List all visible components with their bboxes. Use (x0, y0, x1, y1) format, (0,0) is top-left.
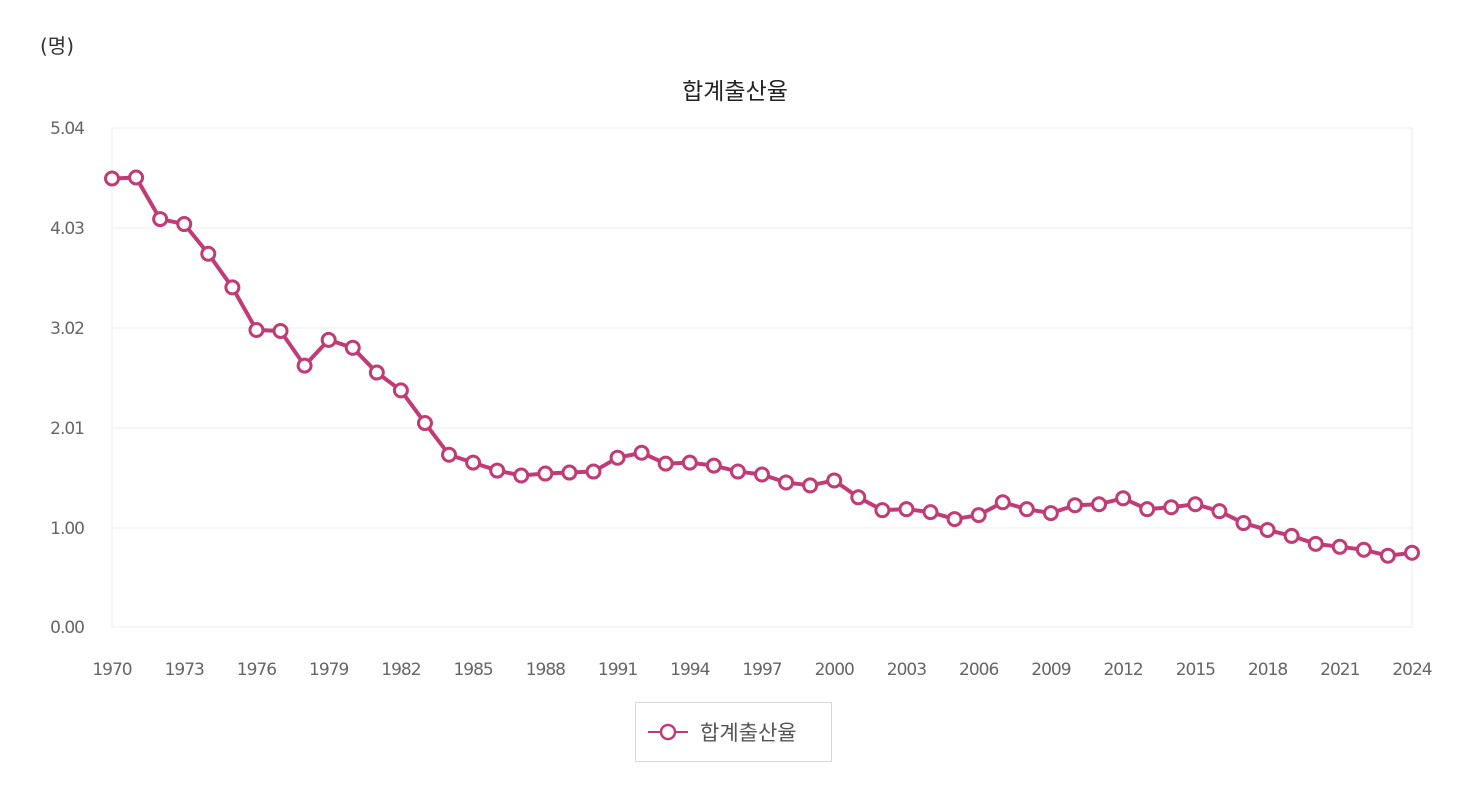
data-point (970, 507, 987, 524)
unit-label: (명) (40, 34, 75, 58)
data-point (922, 504, 939, 521)
y-tick-label: 0.00 (50, 618, 84, 638)
x-tick-label: 1994 (670, 660, 709, 680)
data-point (1042, 505, 1059, 522)
data-point (513, 467, 530, 484)
data-point (705, 457, 722, 474)
data-point (1091, 496, 1108, 513)
data-point (994, 494, 1011, 511)
data-point (874, 502, 891, 519)
legend-marker-icon (648, 723, 688, 741)
x-tick-label: 1976 (237, 660, 276, 680)
data-point (1115, 490, 1132, 507)
data-point (754, 466, 770, 483)
data-point (320, 331, 337, 348)
x-tick-label: 2018 (1248, 660, 1287, 680)
data-point (128, 169, 145, 186)
data-point (778, 474, 795, 491)
data-point (585, 463, 602, 480)
data-point (681, 454, 698, 471)
data-point (1235, 515, 1252, 532)
x-tick-label: 1985 (453, 660, 492, 680)
x-tick-label: 2003 (887, 660, 926, 680)
y-tick-label: 5.04 (50, 119, 84, 139)
data-point (1331, 538, 1348, 555)
x-tick-label: 2009 (1031, 660, 1070, 680)
data-point (946, 511, 963, 528)
data-point (152, 211, 169, 228)
data-point (1187, 496, 1204, 513)
y-tick-label: 4.03 (50, 219, 84, 239)
data-point (633, 444, 650, 461)
y-tick-label: 3.02 (50, 319, 84, 339)
x-tick-label: 1973 (165, 660, 204, 680)
x-tick-label: 1982 (381, 660, 420, 680)
data-point (344, 339, 361, 356)
data-point (1379, 547, 1396, 564)
data-point (465, 454, 482, 471)
x-tick-label: 2021 (1320, 660, 1359, 680)
data-point (1404, 544, 1420, 561)
data-point (802, 477, 819, 494)
data-point (296, 357, 313, 374)
data-point (537, 465, 554, 482)
data-point (489, 462, 506, 479)
data-point (416, 415, 433, 432)
data-point (200, 245, 217, 262)
data-point (441, 446, 458, 463)
data-point (826, 472, 843, 489)
data-point (1066, 497, 1083, 514)
data-point (272, 322, 289, 339)
data-point (1283, 527, 1300, 544)
legend-label: 합계출산율 (700, 721, 797, 745)
data-point (729, 463, 746, 480)
data-point (1163, 499, 1180, 516)
data-point (657, 455, 674, 472)
x-tick-label: 1991 (598, 660, 637, 680)
x-tick-label: 1988 (526, 660, 565, 680)
data-point (176, 216, 193, 233)
x-tick-label: 2006 (959, 660, 998, 680)
plot-area (111, 127, 1413, 628)
x-tick-label: 2024 (1392, 660, 1431, 680)
data-point (392, 382, 409, 399)
data-point (1355, 541, 1372, 558)
data-point (561, 464, 578, 481)
data-point (898, 501, 915, 518)
x-tick-label: 2000 (815, 660, 854, 680)
y-tick-label: 2.01 (50, 419, 84, 439)
data-point (1139, 501, 1156, 518)
y-tick-label: 1.00 (50, 519, 84, 539)
data-point (224, 279, 241, 296)
x-tick-label: 2015 (1176, 660, 1215, 680)
data-point (1259, 521, 1276, 538)
data-point (104, 170, 120, 187)
data-point (1211, 503, 1228, 520)
data-point (1018, 501, 1035, 518)
data-point (1307, 535, 1324, 552)
data-point (248, 321, 265, 338)
data-point (850, 489, 867, 506)
data-point (609, 449, 626, 466)
x-tick-label: 1997 (742, 660, 781, 680)
chart-title: 합계출산율 (682, 79, 788, 105)
x-tick-label: 1979 (309, 660, 348, 680)
chart-legend[interactable]: 합계출산율 (635, 702, 832, 762)
data-point (368, 364, 385, 381)
x-tick-label: 1970 (92, 660, 131, 680)
x-tick-label: 2012 (1103, 660, 1142, 680)
